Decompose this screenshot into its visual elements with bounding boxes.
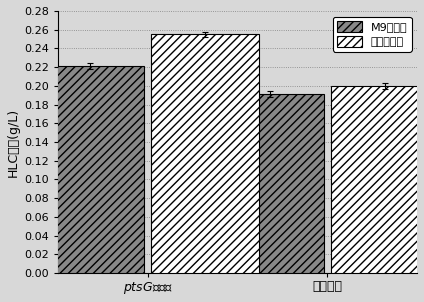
Text: $\it{ptsG}$敲除菌: $\it{ptsG}$敲除菌: [123, 280, 173, 296]
Text: 未敲除菌: 未敲除菌: [312, 280, 342, 293]
Bar: [331, 86, 424, 273]
Bar: [216, 94, 324, 273]
Bar: [151, 34, 259, 273]
Legend: M9培广基, 发酵培广基: M9培广基, 发酵培广基: [333, 17, 412, 52]
Bar: [36, 66, 144, 273]
Y-axis label: HLC产量(g/L): HLC产量(g/L): [7, 108, 20, 177]
